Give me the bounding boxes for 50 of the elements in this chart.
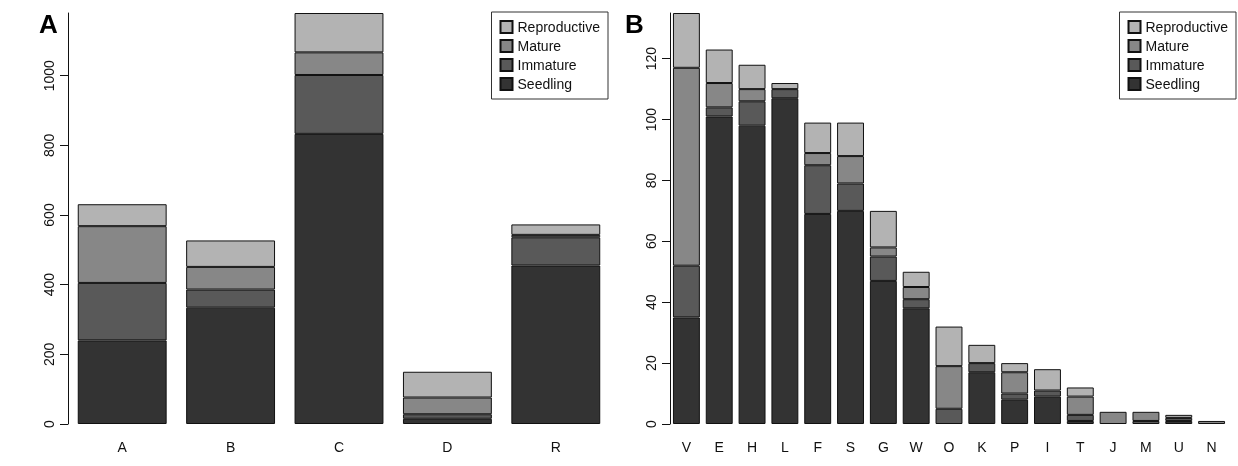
x-tick-label: K — [977, 439, 988, 455]
x-tick-label: D — [442, 439, 453, 455]
x-tick-label: S — [845, 439, 856, 455]
x-tick-label: N — [1206, 439, 1217, 455]
x-tick-label: G — [877, 439, 889, 455]
y-tick-label: 40 — [643, 294, 659, 311]
y-tick-label: 80 — [643, 172, 659, 189]
x-tick-label: B — [225, 439, 236, 455]
y-tick-label: 1000 — [41, 59, 57, 92]
x-tick-label: L — [780, 439, 789, 455]
x-tick-label: H — [747, 439, 758, 455]
x-tick-label: E — [714, 439, 724, 455]
x-tick-label: R — [550, 439, 561, 455]
x-tick-label: F — [813, 439, 822, 455]
y-tick-label: 200 — [41, 342, 57, 367]
y-tick-label: 120 — [643, 46, 659, 71]
y-tick-label: 800 — [41, 133, 57, 158]
y-tick-label: 0 — [643, 419, 659, 428]
x-tick-label: P — [1009, 439, 1020, 455]
x-tick-label: T — [1076, 439, 1086, 455]
y-tick-label: 60 — [643, 233, 659, 250]
bar — [1198, 420, 1226, 424]
x-tick-label: I — [1045, 439, 1050, 455]
x-tick-label: A — [117, 439, 128, 455]
x-tick-label: O — [943, 439, 955, 455]
chart-title: B — [625, 9, 644, 39]
legend-label: Immature — [517, 57, 577, 73]
x-tick-label: U — [1173, 439, 1184, 455]
x-tick-label: C — [333, 439, 345, 455]
y-tick-label: 400 — [41, 272, 57, 297]
x-tick-label: M — [1140, 439, 1152, 455]
legend-label: Reproductive — [1145, 19, 1229, 35]
bar — [1132, 411, 1160, 421]
legend-label: Mature — [517, 38, 562, 54]
bar — [402, 418, 492, 424]
x-tick-label: W — [909, 439, 924, 455]
legend-label: Reproductive — [517, 19, 601, 35]
y-tick-label: 0 — [41, 419, 57, 428]
x-tick-label: V — [681, 439, 692, 455]
legend-label: Seedling — [517, 76, 573, 92]
y-tick-label: 20 — [643, 355, 659, 371]
x-tick-label: J — [1109, 439, 1117, 455]
bar — [1099, 411, 1127, 424]
y-tick-label: 100 — [643, 107, 659, 132]
y-tick-label: 600 — [41, 203, 57, 227]
chart-title: A — [39, 9, 58, 39]
legend-label: Mature — [1145, 38, 1190, 54]
legend-label: Immature — [1145, 57, 1205, 73]
legend-label: Seedling — [1145, 76, 1201, 92]
bar — [511, 224, 601, 235]
